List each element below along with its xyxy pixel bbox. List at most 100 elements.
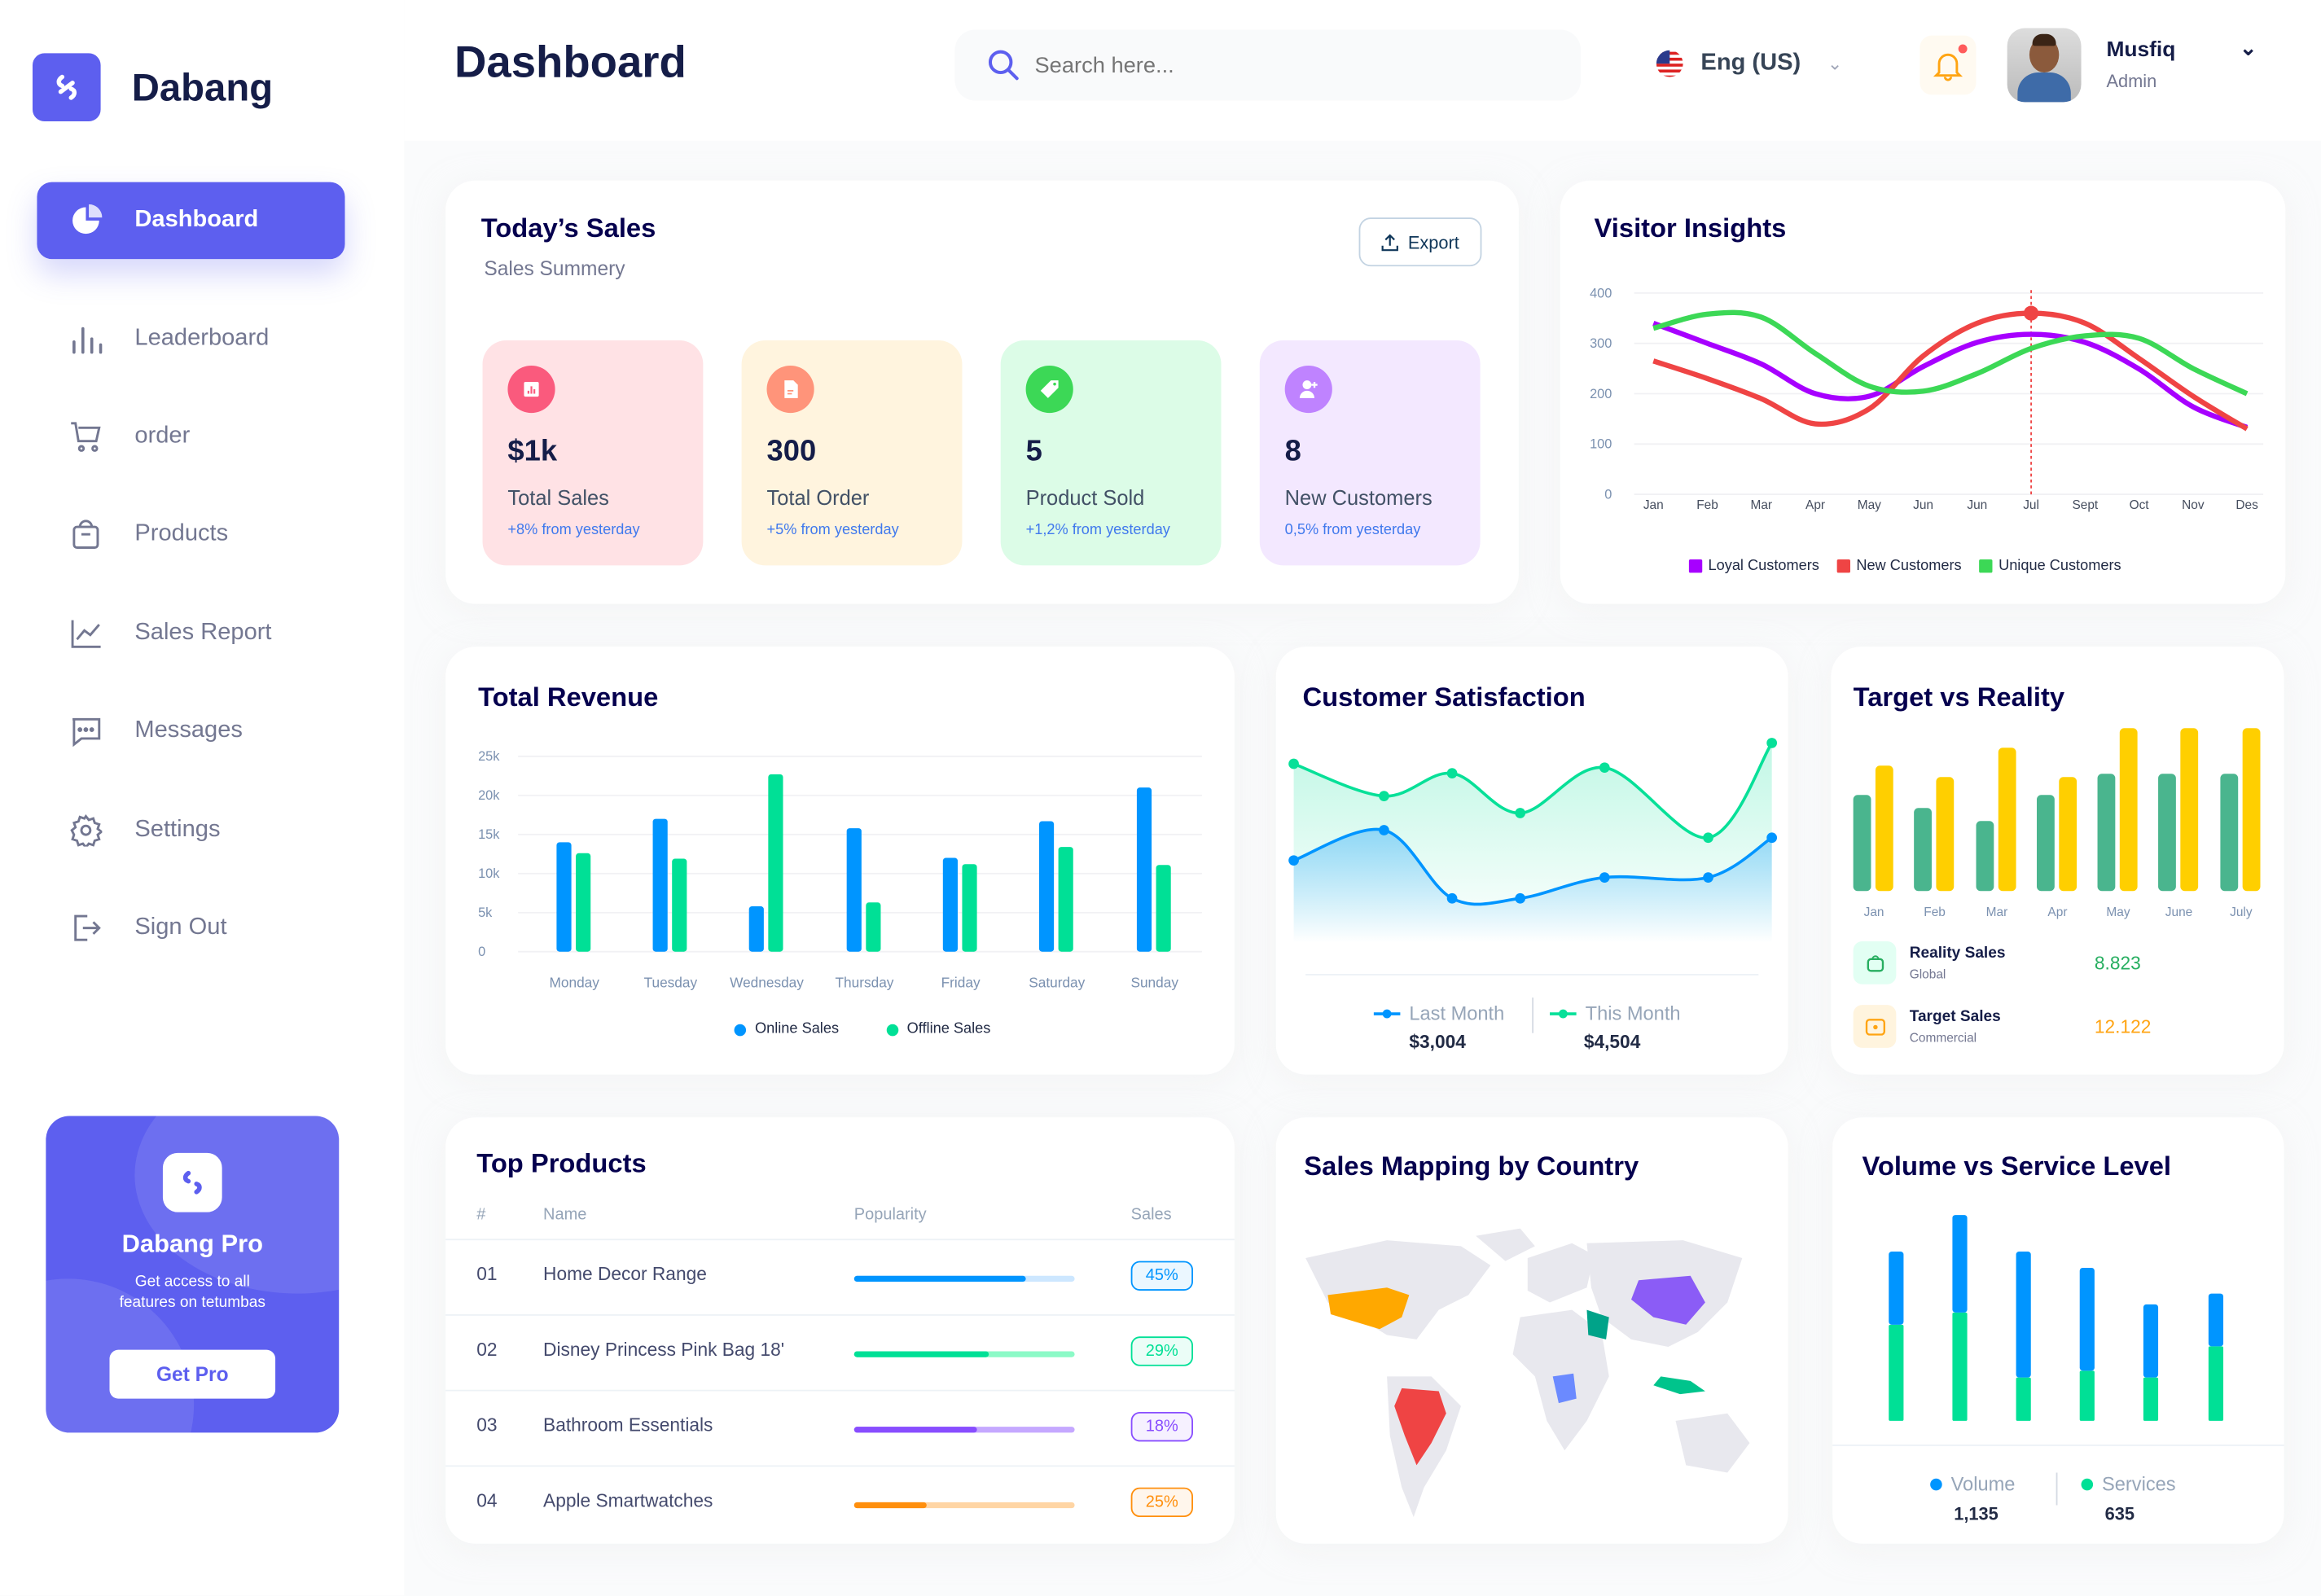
legend-swatch [1836, 559, 1851, 573]
brand-name: Dabang [131, 64, 274, 110]
legend-label: Loyal Customers [1708, 558, 1819, 575]
bar-offline-sales [1058, 847, 1073, 952]
map-indonesia[interactable] [1653, 1376, 1705, 1395]
sidebar-item-sign-out[interactable]: Sign Out [37, 889, 344, 967]
pro-logo-icon [162, 1152, 222, 1212]
bar-target-sales [2059, 777, 2077, 892]
bar-offline-sales [576, 853, 591, 952]
row-number: 04 [476, 1490, 498, 1511]
stat-card: 300 Total Order +5% from yesterday [741, 340, 963, 566]
bar-reality-sales [1914, 808, 1932, 892]
x-tick-label: Apr [1805, 498, 1825, 512]
x-tick-label: Des [2235, 498, 2258, 512]
pie-chart-icon [72, 204, 103, 235]
legend-label: New Customers [1856, 558, 1962, 575]
column-header: Sales [1130, 1206, 1172, 1225]
x-tick-label: Jun [1913, 498, 1933, 512]
card-title: Sales Mapping by Country [1304, 1151, 1639, 1182]
stat-change: +5% from yesterday [766, 522, 899, 539]
table-row: 04 Apple Smartwatches 25% [445, 1465, 1235, 1539]
card-title: Customer Satisfaction [1302, 682, 1586, 712]
x-tick-label: Tuesday [644, 974, 698, 990]
target-vs-reality-chart: Jan Feb Mar Apr May June July [1853, 728, 2261, 919]
shopping-bag-icon [1853, 940, 1897, 984]
legend-item: Offline Sales [886, 1021, 990, 1037]
x-tick-label: Sunday [1130, 974, 1178, 990]
map-dr-congo[interactable] [1552, 1373, 1577, 1404]
stat-label: Total Order [766, 485, 870, 510]
user-menu-chevron-icon[interactable]: ⌄ [2240, 35, 2257, 59]
row-value: 12.122 [2094, 1016, 2152, 1038]
x-tick-label: Mar [1986, 905, 2008, 919]
data-point [1288, 758, 1299, 770]
data-point [1703, 832, 1713, 844]
services-value: 635 [2104, 1503, 2135, 1525]
todays-sales-card: Today’s Sales Sales Summery Export $1k To… [445, 180, 1519, 604]
stat-value: 300 [766, 435, 817, 468]
sign-out-icon [74, 914, 101, 941]
sidebar-item-label: order [134, 423, 191, 449]
x-tick-label: Thursday [836, 974, 894, 990]
sidebar-item-leaderboard[interactable]: Leaderboard [37, 300, 344, 378]
sidebar-item-products[interactable]: Products [37, 496, 344, 573]
language-selector[interactable]: Eng (US) ⌄ [1655, 49, 1842, 78]
y-tick-label: 15k [478, 827, 500, 842]
y-tick-label: 300 [1590, 336, 1612, 351]
map-usa[interactable] [1327, 1287, 1410, 1330]
map-china[interactable] [1630, 1275, 1705, 1325]
data-point [1515, 892, 1526, 904]
map-saudi-arabia[interactable] [1586, 1309, 1609, 1340]
data-point [1766, 832, 1778, 844]
legend-this-month: This Month [1550, 1002, 1681, 1024]
north-america [1305, 1240, 1491, 1340]
bar-volume [2143, 1304, 2159, 1378]
sidebar-item-dashboard[interactable]: Dashboard [37, 182, 345, 260]
legend-item: Unique Customers [1979, 558, 2121, 574]
data-point [1599, 872, 1610, 883]
map-brazil[interactable] [1394, 1388, 1446, 1466]
x-tick-label: Jan [1864, 905, 1884, 919]
stat-card: 5 Product Sold +1,2% from yesterday [1000, 340, 1222, 566]
stat-change: 0,5% from yesterday [1284, 522, 1421, 539]
y-tick-label: 10k [478, 866, 500, 881]
gear-icon [70, 813, 103, 847]
series-line-loyal-customers [1652, 320, 2249, 430]
bar-volume [2016, 1252, 2031, 1378]
x-tick-label: Oct [2130, 498, 2150, 512]
continents [1305, 1228, 1750, 1518]
y-tick-label: 0 [1604, 488, 1612, 502]
sidebar: Dabang Dashboard Leaderboard order Produ… [0, 0, 405, 1596]
sidebar-item-order[interactable]: order [37, 398, 344, 476]
bar-volume [2079, 1267, 2095, 1371]
search-input[interactable] [1034, 52, 1524, 78]
stat-value: 8 [1284, 435, 1301, 468]
x-tick-label: May [2106, 905, 2130, 919]
get-pro-button[interactable]: Get Pro [109, 1349, 276, 1399]
search-box[interactable] [954, 29, 1582, 101]
highlight-point [2023, 305, 2039, 321]
sidebar-item-label: Settings [134, 817, 221, 843]
bar-chart-icon [72, 327, 103, 354]
legend-line-icon [1550, 1008, 1577, 1018]
last-month-value: $3,004 [1409, 1031, 1466, 1053]
export-button[interactable]: Export [1358, 217, 1482, 267]
legend-dot [886, 1023, 898, 1036]
row-number: 01 [476, 1264, 498, 1285]
bar-services [2079, 1370, 2095, 1421]
avatar[interactable] [2007, 28, 2082, 103]
data-point [1766, 738, 1778, 748]
table-row: 02 Disney Princess Pink Bag 18' 29% [445, 1314, 1235, 1388]
x-tick-label: Jul [2023, 498, 2039, 512]
sidebar-item-sales-report[interactable]: Sales Report [37, 595, 344, 673]
sidebar-item-messages[interactable]: Messages [37, 693, 344, 770]
y-tick-label: 100 [1590, 437, 1612, 452]
bar-online-sales [748, 906, 764, 952]
this-month-value: $4,504 [1583, 1031, 1641, 1053]
divider [2056, 1472, 2058, 1506]
bar-reality-sales [1853, 795, 1871, 892]
notifications-button[interactable] [1920, 35, 1977, 95]
sidebar-item-settings[interactable]: Settings [37, 791, 344, 869]
bar-services [1952, 1312, 1968, 1421]
data-point [1703, 872, 1713, 883]
data-point [1379, 791, 1389, 801]
